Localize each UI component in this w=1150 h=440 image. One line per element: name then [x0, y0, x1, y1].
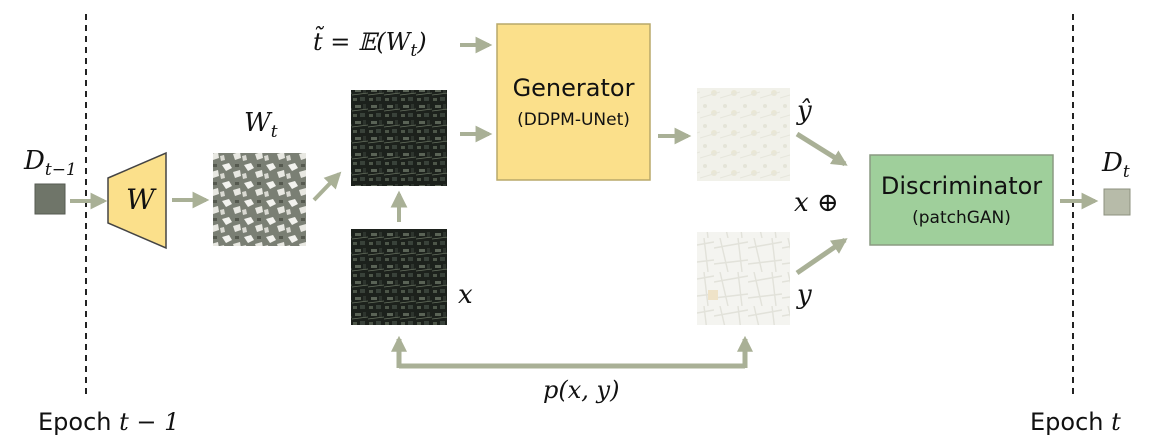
d-prev-image [34, 183, 66, 215]
epoch-label-right: Epoch t [1030, 408, 1121, 436]
w-t-image [213, 153, 306, 246]
y-image [697, 232, 790, 325]
label-y: y [797, 280, 812, 310]
label-t-tilde: t̃ = 𝔼(Wt) [313, 28, 427, 61]
label-d-prev: Dt−1 [24, 146, 77, 181]
label-p-xy: p(x, y) [543, 376, 620, 404]
generator-title: Generator [512, 74, 635, 102]
label-x: x [458, 280, 473, 310]
generator-box: Generator (DDPM-UNet) [497, 24, 650, 180]
epoch-label-left: Epoch t − 1 [38, 408, 180, 436]
discriminator-box-shape [869, 154, 1054, 246]
w-encoder-shape [107, 151, 167, 250]
x-input-image-bottom [351, 229, 447, 325]
label-y-hat: ŷ [797, 96, 812, 126]
arrow-y-to-discriminator [795, 237, 848, 276]
arrow-wt-to-x [312, 171, 342, 202]
label-x-oplus: x ⊕ [794, 188, 839, 218]
label-w-t: Wt [244, 108, 278, 143]
generator-box-shape [496, 23, 651, 181]
d-t-image [1103, 188, 1131, 216]
label-d-t: Dt [1102, 148, 1130, 183]
y-image-mark [708, 290, 718, 300]
discriminator-title: Discriminator [880, 172, 1043, 200]
discriminator-box: Discriminator (patchGAN) [870, 155, 1053, 245]
x-input-image-top [351, 90, 447, 186]
generator-subtitle: (DDPM-UNet) [517, 110, 630, 130]
arrow-yhat-to-discriminator [795, 131, 848, 167]
discriminator-subtitle: (patchGAN) [912, 208, 1011, 228]
y-hat-image [697, 88, 790, 181]
label-w: W [126, 183, 155, 216]
